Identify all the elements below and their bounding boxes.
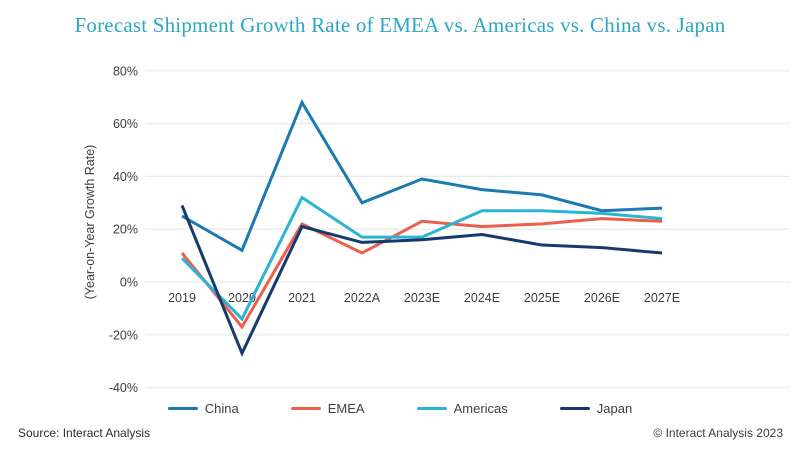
legend-line-swatch bbox=[559, 407, 590, 410]
legend-label: Japan bbox=[596, 401, 633, 416]
legend: China EMEA Americas Japan bbox=[0, 401, 800, 416]
x-tick-label: 2021 bbox=[288, 291, 316, 305]
legend-item-japan: Japan bbox=[559, 401, 633, 416]
x-tick-label: 2025E bbox=[524, 291, 560, 305]
legend-label: EMEA bbox=[327, 401, 365, 416]
chart-title: Forecast Shipment Growth Rate of EMEA vs… bbox=[74, 13, 726, 37]
x-tick-label: 2024E bbox=[464, 291, 500, 305]
legend-item-china: China bbox=[167, 401, 239, 416]
legend-item-emea: EMEA bbox=[290, 401, 365, 416]
y-tick-label: 20% bbox=[113, 223, 138, 237]
legend-label: China bbox=[204, 401, 239, 416]
y-tick-label: 40% bbox=[113, 170, 138, 184]
y-tick-label: -40% bbox=[109, 381, 138, 395]
x-tick-label: 2019 bbox=[168, 291, 196, 305]
x-tick-label: 2022A bbox=[344, 291, 381, 305]
series-line-emea bbox=[180, 217, 663, 330]
source-note: Source: Interact Analysis bbox=[18, 426, 151, 440]
series-line-china bbox=[181, 99, 663, 253]
legend-line-swatch bbox=[416, 407, 447, 410]
x-tick-label: 2027E bbox=[644, 291, 680, 305]
legend-line-swatch bbox=[167, 407, 198, 410]
x-tick-label: 2023E bbox=[404, 291, 440, 305]
y-tick-label: 60% bbox=[113, 117, 138, 131]
legend-item-americas: Americas bbox=[416, 401, 508, 416]
series-line-americas bbox=[180, 195, 663, 322]
series-line-japan bbox=[180, 204, 663, 358]
y-tick-label: 0% bbox=[120, 276, 138, 290]
legend-line-swatch bbox=[290, 407, 321, 410]
y-tick-label: 80% bbox=[113, 64, 138, 78]
x-tick-label: 2026E bbox=[584, 291, 620, 305]
copyright-note: © Interact Analysis 2023 bbox=[653, 426, 783, 440]
legend-label: Americas bbox=[453, 401, 508, 416]
y-tick-label: -20% bbox=[109, 328, 138, 342]
